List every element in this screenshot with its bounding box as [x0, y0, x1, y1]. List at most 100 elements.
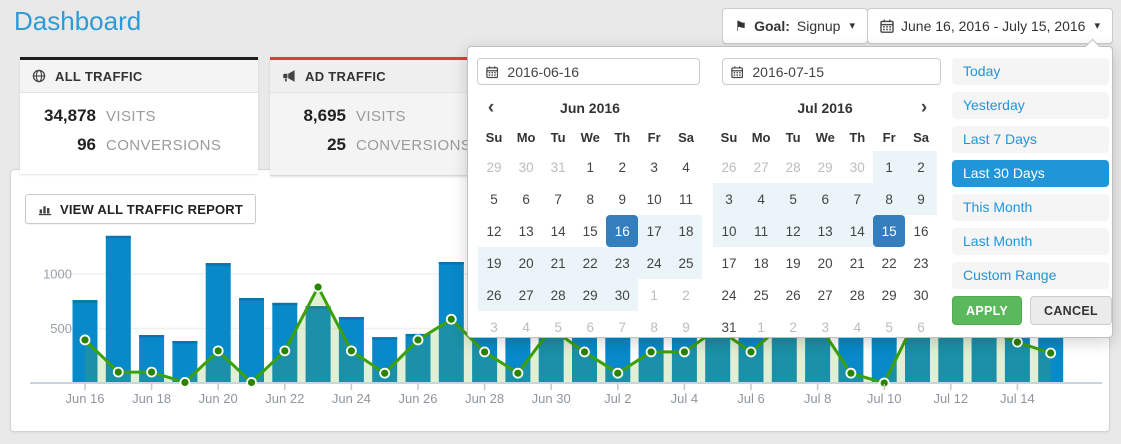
- calendar-day[interactable]: 22: [574, 247, 607, 279]
- calendar-day[interactable]: 20: [509, 247, 543, 279]
- calendar-day[interactable]: 13: [809, 215, 842, 247]
- calendar-day[interactable]: 30: [849, 159, 865, 175]
- range-option-today[interactable]: Today: [952, 58, 1109, 85]
- calendar-day[interactable]: 29: [574, 279, 607, 311]
- calendar-day[interactable]: 3: [490, 319, 498, 335]
- calendar-day[interactable]: 26: [785, 287, 801, 303]
- calendar-day[interactable]: 5: [490, 191, 498, 207]
- calendar-day[interactable]: 24: [638, 247, 671, 279]
- calendar-day[interactable]: 14: [841, 215, 874, 247]
- chevron-right-icon[interactable]: ›: [920, 97, 928, 118]
- calendar-day[interactable]: 4: [682, 159, 690, 175]
- calendar-day[interactable]: 2: [905, 151, 937, 183]
- calendar-day[interactable]: 10: [646, 191, 662, 207]
- calendar-day[interactable]: 22: [881, 255, 897, 271]
- calendar-day[interactable]: 8: [586, 191, 594, 207]
- calendar-day[interactable]: 12: [486, 223, 502, 239]
- ad-traffic-card[interactable]: AD TRAFFIC 8,695 VISITS 25 CONVERSIONS: [270, 57, 517, 176]
- calendar-day[interactable]: 3: [650, 159, 658, 175]
- calendar-day[interactable]: 6: [809, 183, 842, 215]
- calendar-day[interactable]: 2: [682, 287, 690, 303]
- range-option-this-month[interactable]: This Month: [952, 194, 1109, 221]
- calendar-day[interactable]: 5: [777, 183, 810, 215]
- start-date-field[interactable]: [477, 58, 700, 85]
- calendar-day[interactable]: 1: [757, 319, 765, 335]
- calendar-day[interactable]: 5: [554, 319, 562, 335]
- calendar-day[interactable]: 18: [670, 215, 702, 247]
- calendar-day[interactable]: 8: [650, 319, 658, 335]
- calendar-day[interactable]: 12: [777, 215, 810, 247]
- calendar-day[interactable]: 21: [849, 255, 865, 271]
- calendar-day[interactable]: 4: [522, 319, 530, 335]
- range-option-yesterday[interactable]: Yesterday: [952, 92, 1109, 119]
- range-option-last-7-days[interactable]: Last 7 Days: [952, 126, 1109, 153]
- calendar-day[interactable]: 1: [650, 287, 658, 303]
- calendar-day[interactable]: 25: [670, 247, 702, 279]
- calendar-day[interactable]: 20: [817, 255, 833, 271]
- calendar-day[interactable]: 19: [785, 255, 801, 271]
- calendar-day[interactable]: 30: [518, 159, 534, 175]
- calendar-day[interactable]: 9: [905, 183, 937, 215]
- calendar-day[interactable]: 18: [753, 255, 769, 271]
- calendar-day[interactable]: 27: [817, 287, 833, 303]
- calendar-day[interactable]: 28: [542, 279, 575, 311]
- calendar-day[interactable]: 25: [753, 287, 769, 303]
- calendar-day[interactable]: 27: [753, 159, 769, 175]
- calendar-day[interactable]: 27: [509, 279, 543, 311]
- calendar-day[interactable]: 13: [518, 223, 534, 239]
- goal-selector-button[interactable]: ⚑ Goal: Signup ▾: [721, 8, 868, 44]
- calendar-day[interactable]: 16: [913, 223, 929, 239]
- calendar-day[interactable]: 2: [618, 159, 627, 175]
- chevron-left-icon[interactable]: ‹: [487, 97, 495, 118]
- calendar-day[interactable]: 23: [913, 255, 929, 271]
- calendar-day[interactable]: 26: [721, 159, 737, 175]
- calendar-day[interactable]: 14: [550, 223, 566, 239]
- calendar-day[interactable]: 2: [789, 319, 797, 335]
- calendar-day[interactable]: 7: [841, 183, 874, 215]
- calendar-day[interactable]: 15: [582, 223, 598, 239]
- apply-button[interactable]: APPLY: [952, 296, 1023, 325]
- calendar-day[interactable]: 24: [721, 287, 737, 303]
- calendar-day[interactable]: 31: [550, 159, 566, 175]
- calendar-day[interactable]: 19: [478, 247, 510, 279]
- calendar-day[interactable]: 7: [554, 191, 562, 207]
- calendar-day[interactable]: 29: [881, 287, 897, 303]
- calendar-day[interactable]: 4: [744, 183, 778, 215]
- calendar-day[interactable]: 11: [744, 215, 778, 247]
- view-all-traffic-report-button[interactable]: VIEW ALL TRAFFIC REPORT: [25, 194, 256, 224]
- calendar-day[interactable]: 4: [853, 319, 862, 335]
- calendar-day[interactable]: 28: [785, 159, 801, 175]
- start-date-input[interactable]: [505, 62, 691, 81]
- calendar-day[interactable]: 23: [606, 247, 639, 279]
- calendar-day[interactable]: 8: [873, 183, 906, 215]
- calendar-day[interactable]: 29: [817, 159, 833, 175]
- calendar-day[interactable]: 29: [486, 159, 502, 175]
- all-traffic-card[interactable]: ALL TRAFFIC 34,878 VISITS 96 CONVERSIONS: [20, 57, 258, 174]
- range-option-last-30-days[interactable]: Last 30 Days: [952, 160, 1109, 187]
- calendar-day[interactable]: 30: [606, 279, 639, 311]
- calendar-day[interactable]: 30: [913, 287, 929, 303]
- calendar-day[interactable]: 1: [873, 151, 906, 183]
- calendar-day-selected[interactable]: 15: [873, 215, 906, 247]
- calendar-day[interactable]: 31: [721, 319, 737, 335]
- calendar-day[interactable]: 26: [478, 279, 510, 311]
- calendar-day[interactable]: 17: [638, 215, 671, 247]
- calendar-day[interactable]: 21: [542, 247, 575, 279]
- calendar-day-selected[interactable]: 16: [606, 215, 639, 247]
- calendar-day[interactable]: 28: [849, 287, 865, 303]
- calendar-day[interactable]: 9: [682, 319, 690, 335]
- calendar-day[interactable]: 3: [713, 183, 745, 215]
- calendar-day[interactable]: 6: [917, 319, 925, 335]
- date-range-button[interactable]: June 16, 2016 - July 15, 2016 ▾: [867, 8, 1113, 44]
- calendar-day[interactable]: 3: [821, 319, 829, 335]
- calendar-day[interactable]: 17: [721, 255, 737, 271]
- cancel-button[interactable]: CANCEL: [1030, 296, 1112, 325]
- range-option-custom-range[interactable]: Custom Range: [952, 262, 1109, 289]
- calendar-day[interactable]: 10: [713, 215, 745, 247]
- calendar-day[interactable]: 5: [885, 319, 893, 335]
- calendar-day[interactable]: 11: [679, 191, 694, 207]
- calendar-day[interactable]: 1: [586, 159, 594, 175]
- calendar-day[interactable]: 9: [618, 191, 627, 207]
- calendar-day[interactable]: 6: [586, 319, 594, 335]
- end-date-input[interactable]: [750, 62, 932, 81]
